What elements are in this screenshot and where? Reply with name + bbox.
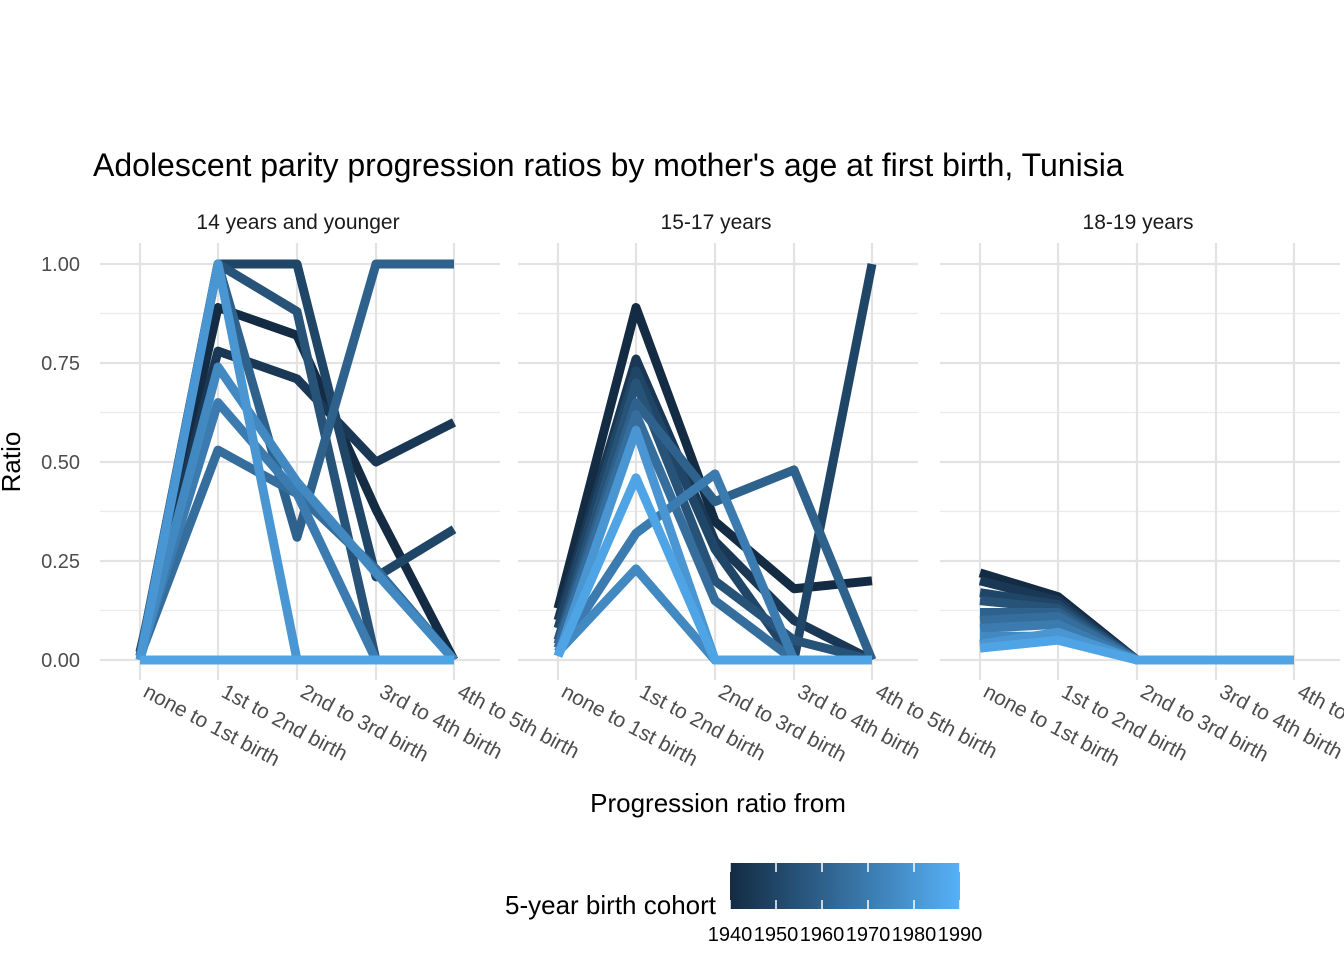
facet-strip-label: 18-19 years	[1083, 211, 1194, 234]
y-tick-label: 1.00	[41, 254, 80, 276]
series-line	[553, 473, 872, 665]
legend-tick-label: 1970	[846, 924, 891, 946]
series-line	[979, 635, 1294, 665]
x-axis-label: Progression ratio from	[590, 788, 846, 818]
legend-tick-label: 1990	[938, 924, 983, 946]
series-line	[553, 303, 873, 610]
facet-strip-label: 14 years and younger	[196, 211, 399, 234]
legend-tick-label: 1940	[708, 924, 753, 946]
y-tick-label: 0.25	[41, 551, 80, 573]
x-tick-label: none to 1st birth	[140, 680, 284, 771]
y-tick-label: 0.75	[41, 353, 80, 375]
legend: 5-year birth cohort 1940 1950 1960 1970 1980…	[505, 863, 982, 946]
legend-title: 5-year birth cohort	[505, 890, 717, 920]
x-tick-label: none to 1st birth	[558, 680, 702, 771]
y-tick-label: 0.00	[41, 650, 80, 672]
y-axis-label: Ratio	[0, 432, 26, 493]
legend-tick-label: 1950	[754, 924, 799, 946]
chart-title: Adolescent parity progression ratios by …	[93, 147, 1124, 183]
x-tick-label: none to 1st birth	[980, 680, 1124, 771]
legend-tick-label: 1980	[892, 924, 937, 946]
legend-tick-label: 1960	[800, 924, 845, 946]
colorbar	[730, 863, 960, 909]
facet-strip-label: 15-17 years	[661, 211, 772, 234]
series-line	[135, 362, 458, 664]
y-tick-label: 0.50	[41, 452, 80, 474]
